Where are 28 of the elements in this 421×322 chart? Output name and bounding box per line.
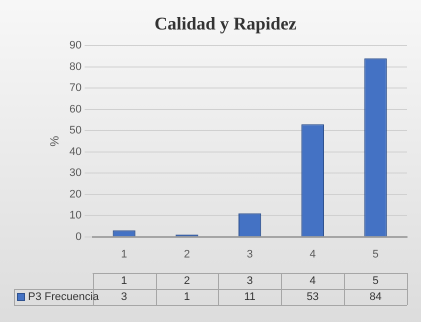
y-tick-label: 90 (69, 40, 82, 52)
x-tick-label: 1 (121, 248, 128, 260)
chart-title: Calidad y Rapidez (154, 13, 297, 34)
y-tick-label: 40 (69, 146, 82, 158)
legend-label: P3 Frecuencia (28, 291, 100, 304)
y-axis-title: % (48, 136, 62, 147)
category-label: 1 (121, 275, 128, 288)
y-tick-label: 10 (69, 210, 82, 222)
category-label: 4 (310, 275, 316, 288)
y-tick-label: 30 (69, 167, 82, 180)
data-label: 3 (121, 291, 128, 304)
category-label: 2 (184, 275, 190, 288)
y-tick-label: 80 (69, 60, 82, 73)
y-tick-label: 50 (69, 124, 82, 137)
y-tick-label: 60 (69, 103, 82, 116)
category-label: 3 (246, 275, 253, 288)
x-tick-label: 5 (372, 248, 379, 260)
data-label: 1 (184, 291, 190, 304)
y-tick-label: 70 (69, 82, 82, 94)
y-tick-label: 0 (76, 230, 82, 243)
y-tick-label: 20 (69, 188, 82, 200)
data-label: 53 (306, 291, 319, 304)
data-label: 11 (244, 291, 256, 304)
x-tick-label: 2 (184, 248, 190, 260)
data-label: 84 (369, 291, 382, 304)
x-tick-label: 3 (246, 248, 253, 260)
x-tick-label: 4 (310, 248, 316, 260)
category-label: 5 (372, 275, 379, 288)
